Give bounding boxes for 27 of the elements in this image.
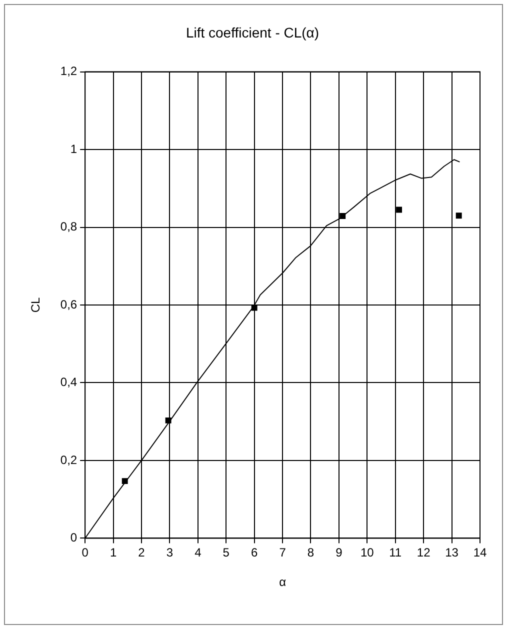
x-tick-label: 11 (389, 546, 402, 560)
x-tick-label: 4 (194, 546, 202, 560)
y-axis-title: CL (28, 297, 43, 313)
y-tick-label: 0,2 (60, 452, 78, 467)
x-tick-label: 14 (473, 546, 487, 560)
point (396, 206, 402, 213)
x-tick-label: 12 (416, 546, 431, 560)
x-tick-label: 5 (222, 546, 230, 560)
y-tick-label: 0,8 (60, 220, 78, 234)
x-tick-label: 6 (250, 546, 258, 560)
y-tick-label: 1,2 (60, 64, 78, 78)
x-tick-label: 8 (307, 546, 314, 560)
x-tick-label: 7 (279, 546, 286, 560)
x-tick-label: 10 (360, 546, 374, 560)
y-tick-label: 0,4 (60, 375, 78, 390)
y-tick-label: 1 (70, 142, 78, 156)
x-axis-title: α (279, 575, 286, 590)
point (456, 212, 462, 219)
x-tick-label: 2 (138, 546, 146, 560)
y-tick-label: 0,6 (60, 297, 78, 312)
chart-title: Lift coefficient - CL(α) (186, 24, 320, 40)
x-tick-label: 1 (110, 546, 117, 560)
y-tick-label: 0 (70, 530, 78, 545)
x-tick-label: 9 (336, 546, 343, 560)
x-tick-label: 3 (166, 546, 174, 560)
x-tick-label: 0 (82, 546, 89, 560)
x-tick-label: 13 (445, 546, 459, 560)
